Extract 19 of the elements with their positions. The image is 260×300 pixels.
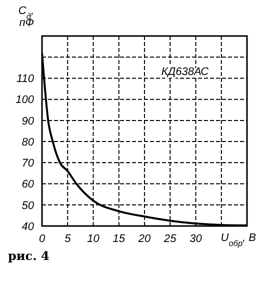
y-tick-label: 50 bbox=[22, 200, 35, 212]
y-axis-title: C$_{д}$, пФ bbox=[18, 5, 34, 29]
annotation: КД638АС bbox=[161, 66, 209, 78]
x-tick-label: 25 bbox=[163, 232, 178, 245]
x-tick-label: 10 bbox=[87, 232, 100, 245]
y-tick-label: 70 bbox=[22, 158, 35, 170]
text: рис. 4 bbox=[8, 249, 50, 263]
y-tick-label: 40 bbox=[22, 220, 35, 233]
y-tick-label: 100 bbox=[16, 94, 35, 106]
y-tick-label: 80 bbox=[22, 136, 35, 148]
y-tick-label: 60 bbox=[22, 178, 35, 191]
y-tick-label: 90 bbox=[22, 115, 35, 128]
x-axis-title: U$_{обр}$, В bbox=[220, 232, 256, 248]
x-tick-label: 20 bbox=[137, 232, 152, 245]
x-tick-label: 0 bbox=[38, 232, 46, 245]
y-tick-label: 110 bbox=[16, 73, 35, 86]
x-tick-label: 15 bbox=[112, 232, 126, 245]
x-tick-label: 5 bbox=[64, 232, 72, 245]
x-tick-label: 30 bbox=[190, 232, 203, 245]
